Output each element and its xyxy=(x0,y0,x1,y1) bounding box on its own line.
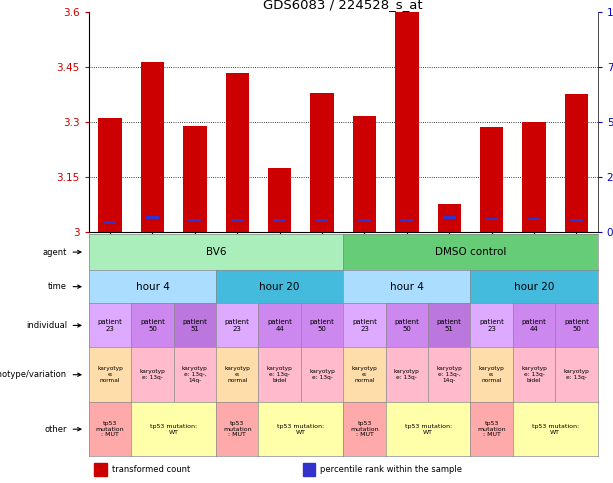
Bar xyxy=(443,216,455,219)
Text: individual: individual xyxy=(26,321,67,330)
Bar xyxy=(188,219,201,222)
Text: tp53 mutation:
WT: tp53 mutation: WT xyxy=(277,424,324,435)
Text: patient
44: patient 44 xyxy=(267,319,292,332)
Text: time: time xyxy=(48,282,67,291)
Bar xyxy=(400,219,413,222)
Text: karyotyp
e:
normal: karyotyp e: normal xyxy=(351,367,378,383)
Text: karyotyp
e: 13q-: karyotyp e: 13q- xyxy=(394,369,420,380)
Bar xyxy=(268,168,291,232)
Text: karyotyp
e: 13q-: karyotyp e: 13q- xyxy=(563,369,590,380)
Text: karyotyp
e:
normal: karyotyp e: normal xyxy=(97,367,123,383)
Text: patient
51: patient 51 xyxy=(183,319,207,332)
Bar xyxy=(395,12,419,232)
Text: patient
23: patient 23 xyxy=(479,319,504,332)
Text: DMSO control: DMSO control xyxy=(435,247,506,257)
Bar xyxy=(104,221,116,224)
Bar xyxy=(353,116,376,232)
Bar xyxy=(141,61,164,232)
Text: patient
50: patient 50 xyxy=(564,319,589,332)
Bar xyxy=(146,216,159,219)
Text: karyotyp
e: 13q-,
14q-: karyotyp e: 13q-, 14q- xyxy=(436,367,462,383)
Text: tp53 mutation:
WT: tp53 mutation: WT xyxy=(405,424,452,435)
Bar xyxy=(522,122,546,232)
Text: karyotyp
e: 13q-: karyotyp e: 13q- xyxy=(140,369,166,380)
Bar xyxy=(438,204,461,232)
Text: karyotyp
e: 13q-
bidel: karyotyp e: 13q- bidel xyxy=(521,367,547,383)
Text: patient
50: patient 50 xyxy=(140,319,165,332)
Text: tp53
mutation
: MUT: tp53 mutation : MUT xyxy=(478,421,506,438)
Text: tp53
mutation
: MUT: tp53 mutation : MUT xyxy=(96,421,124,438)
Text: patient
23: patient 23 xyxy=(97,319,123,332)
Bar xyxy=(273,219,286,222)
Text: other: other xyxy=(44,425,67,434)
Text: tp53
mutation
: MUT: tp53 mutation : MUT xyxy=(350,421,379,438)
Bar xyxy=(528,217,541,220)
Text: patient
23: patient 23 xyxy=(225,319,249,332)
Title: GDS6083 / 224528_s_at: GDS6083 / 224528_s_at xyxy=(264,0,423,11)
Bar xyxy=(565,95,588,232)
Text: percentile rank within the sample: percentile rank within the sample xyxy=(321,465,462,474)
Text: patient
50: patient 50 xyxy=(310,319,335,332)
Text: agent: agent xyxy=(42,248,67,256)
Bar xyxy=(480,128,503,232)
Text: hour 4: hour 4 xyxy=(390,282,424,292)
Text: patient
44: patient 44 xyxy=(522,319,547,332)
Bar xyxy=(99,118,122,232)
Text: transformed count: transformed count xyxy=(112,465,190,474)
Text: tp53 mutation:
WT: tp53 mutation: WT xyxy=(150,424,197,435)
Text: genotype/variation: genotype/variation xyxy=(0,370,67,379)
Text: hour 20: hour 20 xyxy=(514,282,554,292)
Text: karyotyp
e:
normal: karyotyp e: normal xyxy=(224,367,250,383)
Bar xyxy=(303,463,315,476)
Text: patient
23: patient 23 xyxy=(352,319,377,332)
Text: hour 4: hour 4 xyxy=(135,282,169,292)
Text: patient
51: patient 51 xyxy=(437,319,462,332)
Text: karyotyp
e:
normal: karyotyp e: normal xyxy=(479,367,504,383)
Bar xyxy=(94,463,107,476)
Bar xyxy=(226,72,249,232)
Text: tp53 mutation:
WT: tp53 mutation: WT xyxy=(531,424,579,435)
Text: patient
50: patient 50 xyxy=(394,319,419,332)
Text: karyotyp
e: 13q-,
14q-: karyotyp e: 13q-, 14q- xyxy=(182,367,208,383)
Bar xyxy=(570,219,583,222)
Bar xyxy=(485,217,498,220)
Bar xyxy=(231,219,244,222)
Bar xyxy=(316,219,329,222)
Bar xyxy=(358,219,371,222)
Text: karyotyp
e: 13q-: karyotyp e: 13q- xyxy=(309,369,335,380)
Text: BV6: BV6 xyxy=(206,247,226,257)
Text: tp53
mutation
: MUT: tp53 mutation : MUT xyxy=(223,421,251,438)
Bar xyxy=(310,93,333,232)
Text: karyotyp
e: 13q-
bidel: karyotyp e: 13q- bidel xyxy=(267,367,292,383)
Bar xyxy=(183,126,207,232)
Text: hour 20: hour 20 xyxy=(259,282,300,292)
